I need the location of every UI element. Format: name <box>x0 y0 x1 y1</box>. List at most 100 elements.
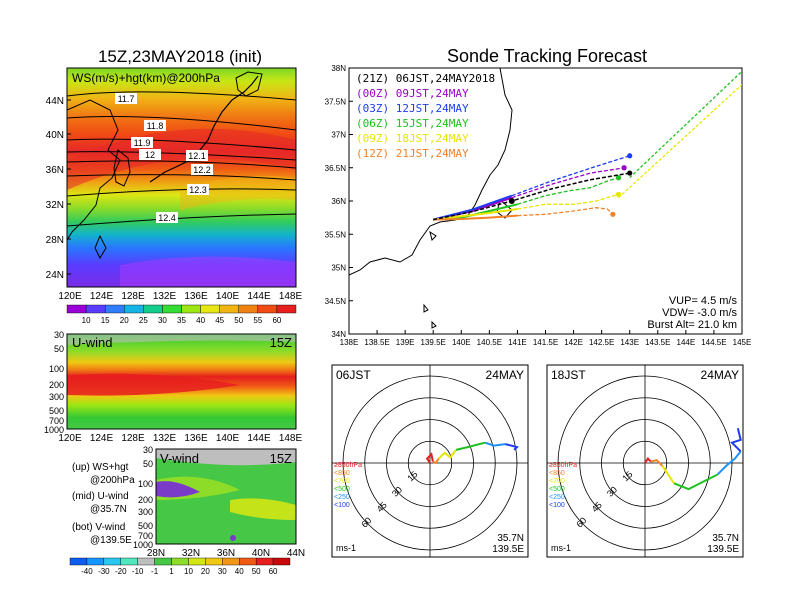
contour-12-4 <box>67 213 296 227</box>
map-lat-tick-label: 32N <box>46 200 64 211</box>
track-series-descent <box>511 167 625 199</box>
track-y-tick-label: 35.5N <box>325 230 347 239</box>
map-lon-tick-label: 140E <box>216 291 240 302</box>
hodograph-time: 06JST <box>336 368 371 382</box>
map-lon-tick-label: 132E <box>153 291 177 302</box>
uwind-lon-ticks: 120E 124E 128E 132E 136E 140E 144E 148E <box>58 433 302 444</box>
hodograph-pressure-legend: <850 <box>549 470 565 477</box>
vwind-positive-patch <box>230 498 296 520</box>
track-x-tick-label: 140E <box>452 338 471 347</box>
uwind-label: U-wind <box>72 335 112 350</box>
vwind-p-tick-label: 700 <box>138 531 153 541</box>
wind-colorbar-label: -30 <box>98 567 110 576</box>
contour-label-bg <box>144 120 166 131</box>
ws-colorbar-swatch <box>143 304 163 314</box>
ws-colorbar-swatch <box>181 304 201 314</box>
legend-note-line2: @139.5E <box>90 535 132 546</box>
wind-colorbar: -40 -30 -20 -10 -1 1 10 20 30 40 50 60 <box>69 557 291 576</box>
hodograph-unit: ms-1 <box>336 543 356 553</box>
hodograph-segment <box>505 443 519 451</box>
track-far-line <box>618 84 742 199</box>
wind-colorbar-label: 30 <box>218 567 227 576</box>
track-series-ascent <box>433 208 518 221</box>
hodograph-date: 24MAY <box>701 368 739 382</box>
uwind-p-tick-label: 100 <box>49 364 64 374</box>
map-lon-ticks: 120E 124E 128E 132E 136E 140E 144E 148E <box>58 291 302 302</box>
legend-note-line2: @200hPa <box>90 475 135 486</box>
hodograph-lon: 139.5E <box>707 544 739 555</box>
contour-label-bg <box>131 137 153 148</box>
legend-note-line1: (mid) U-wind <box>72 491 129 502</box>
contour-label-bg <box>115 93 137 104</box>
vwind-lat-tick-label: 44N <box>287 548 305 559</box>
contour-label-bg <box>186 150 208 161</box>
hodograph-segment <box>661 465 675 484</box>
vwind-top-weak <box>156 449 296 466</box>
ws-colorbar-swatch <box>162 304 182 314</box>
wind-colorbar-label: 20 <box>201 567 210 576</box>
track-legend-entry: (09Z) 18JST,24MAY <box>356 132 469 145</box>
uwind-lon-tick-label: 140E <box>216 433 240 444</box>
contour-label: 12.1 <box>188 151 206 161</box>
track-frame <box>348 67 743 335</box>
vwind-p-tick-label: 50 <box>143 459 153 469</box>
track-y-tick-label: 36N <box>331 197 346 206</box>
legend-note-line2: @35.7N <box>90 504 127 515</box>
track-landing-point <box>615 191 622 197</box>
track-x-tick-label: 139E <box>396 338 415 347</box>
contour-12 <box>67 151 296 161</box>
vwind-p-tick-label: 500 <box>138 521 153 531</box>
contour-label-bg <box>187 184 209 195</box>
track-x-tick-label: 142.5E <box>589 338 614 347</box>
hodograph-pressure-legend: <500 <box>334 486 350 493</box>
track-x-tick-label: 138E <box>340 338 359 347</box>
track-param: VDW= -3.0 m/s <box>662 307 737 319</box>
wind-colorbar-label: 1 <box>169 567 174 576</box>
track-x-tick-label: 143.5E <box>645 338 670 347</box>
track-series-descent <box>517 207 614 217</box>
track-y-tick-label: 36.5N <box>325 164 347 173</box>
track-x-ticks: 138E 138.5E 139E 139.5E 140E 140.5E 141E 141.5E… <box>340 330 751 347</box>
track-legend: (21Z) 06JST,24MAY2018 (00Z) 09JST,24MAY (0… <box>356 72 495 160</box>
hodograph-date: 24MAY <box>486 368 524 382</box>
coast-island-2 <box>423 303 429 313</box>
track-reference-landing <box>627 170 633 176</box>
ws-colorbar-swatch <box>66 304 87 314</box>
contour-label: 11.9 <box>134 138 151 148</box>
coast-island-3 <box>431 320 437 329</box>
coast-taiwan <box>94 234 107 260</box>
wind-colorbar-swatch <box>154 557 172 566</box>
contour-label-bg <box>191 164 213 175</box>
hodograph-pressure-legend: <100 <box>549 502 565 509</box>
uwind-lon-tick-label: 128E <box>121 433 145 444</box>
wind-colorbar-label: -20 <box>115 567 127 576</box>
map-lon-tick-label: 120E <box>58 291 82 302</box>
contour-11-9 <box>67 138 296 151</box>
wind-colorbar-swatch <box>272 557 291 566</box>
track-x-tick-label: 144.5E <box>701 338 726 347</box>
ws-colorbar-label: 45 <box>215 316 224 325</box>
track-y-tick-label: 37.5N <box>325 97 347 106</box>
hodograph-lon: 139.5E <box>492 544 524 555</box>
contour-label: 12.2 <box>193 165 211 175</box>
hodograph-segment <box>716 450 742 476</box>
contour-11-8 <box>67 116 296 131</box>
wind-colorbar-swatch <box>120 557 138 566</box>
ws-colorbar-label: 25 <box>139 316 148 325</box>
vwind-p-tick-label: 100 <box>138 479 153 489</box>
hodograph-ring-label: 15 <box>405 469 419 483</box>
track-far-line <box>629 70 742 179</box>
hodograph-ring-label: 30 <box>605 485 619 499</box>
ws-colorbar-swatch <box>219 304 239 314</box>
track-legend-entry: (00Z) 09JST,24MAY <box>356 87 469 100</box>
contour-label: 11.8 <box>147 121 164 131</box>
track-landing-point <box>615 175 622 181</box>
ws-colorbar-swatch <box>276 304 297 314</box>
track-x-tick-label: 142E <box>564 338 583 347</box>
uwind-p-tick-label: 200 <box>49 380 64 390</box>
map-lon-tick-label: 128E <box>121 291 145 302</box>
track-x-tick-label: 141E <box>508 338 527 347</box>
